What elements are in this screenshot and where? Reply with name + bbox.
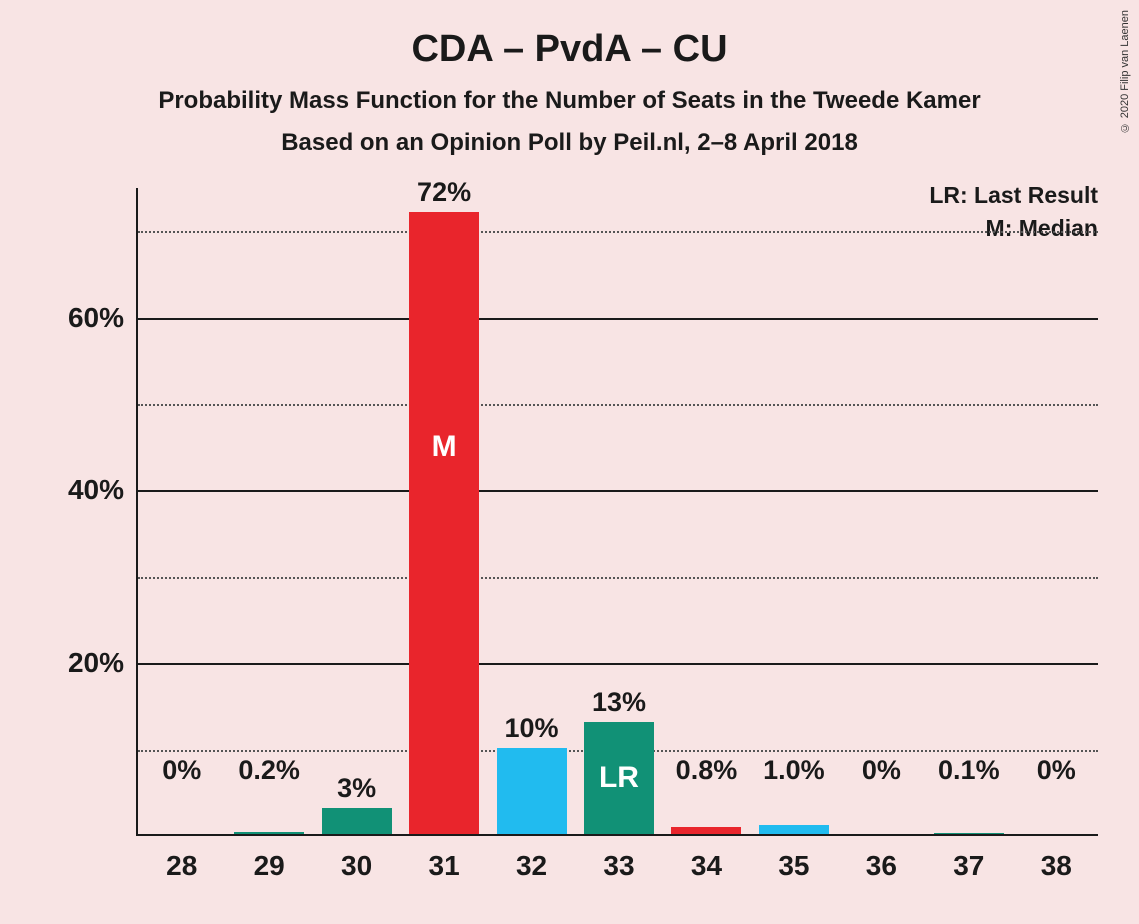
bar	[234, 832, 304, 834]
bar: LR	[584, 722, 654, 834]
x-axis-tick: 31	[429, 850, 460, 882]
plot-area: LR: Last Result M: Median 20%40%60%280%2…	[136, 188, 1098, 836]
x-axis-tick: 35	[778, 850, 809, 882]
y-axis-tick: 60%	[68, 302, 124, 334]
x-axis-tick: 28	[166, 850, 197, 882]
copyright-text: © 2020 Filip van Laenen	[1119, 10, 1131, 133]
chart-subtitle-1: Probability Mass Function for the Number…	[0, 71, 1139, 115]
x-axis-tick: 30	[341, 850, 372, 882]
bar	[322, 808, 392, 834]
bar-value-label: 0.8%	[676, 755, 738, 786]
bar-value-label: 0%	[862, 755, 901, 786]
bar	[759, 825, 829, 834]
bar-value-label: 0.2%	[238, 755, 300, 786]
bar	[671, 827, 741, 834]
y-axis-tick: 20%	[68, 647, 124, 679]
bar-value-label: 1.0%	[763, 755, 825, 786]
bar-value-label: 0.1%	[938, 755, 1000, 786]
grid-minor	[138, 577, 1098, 579]
x-axis-tick: 37	[953, 850, 984, 882]
x-axis-tick: 34	[691, 850, 722, 882]
x-axis-tick: 32	[516, 850, 547, 882]
bar	[934, 833, 1004, 834]
x-axis-tick: 38	[1041, 850, 1072, 882]
legend-m: M: Median	[929, 215, 1098, 242]
x-axis-tick: 33	[603, 850, 634, 882]
bar-value-label: 72%	[417, 177, 471, 208]
grid-major	[138, 490, 1098, 492]
grid-minor	[138, 231, 1098, 233]
x-axis-tick: 29	[254, 850, 285, 882]
bar-inner-label: LR	[599, 761, 639, 795]
legend-lr: LR: Last Result	[929, 182, 1098, 209]
bar-value-label: 0%	[162, 755, 201, 786]
bar-value-label: 0%	[1037, 755, 1076, 786]
bar-inner-label: M	[432, 430, 457, 464]
bar	[497, 748, 567, 834]
grid-major	[138, 663, 1098, 665]
bar: M	[409, 212, 479, 834]
grid-major	[138, 318, 1098, 320]
grid-minor	[138, 404, 1098, 406]
y-axis-tick: 40%	[68, 474, 124, 506]
bar-value-label: 3%	[337, 773, 376, 804]
bar-value-label: 10%	[505, 713, 559, 744]
bar-value-label: 13%	[592, 687, 646, 718]
chart-subtitle-2: Based on an Opinion Poll by Peil.nl, 2–8…	[0, 115, 1139, 157]
x-axis-tick: 36	[866, 850, 897, 882]
chart-title: CDA – PvdA – CU	[0, 0, 1139, 71]
